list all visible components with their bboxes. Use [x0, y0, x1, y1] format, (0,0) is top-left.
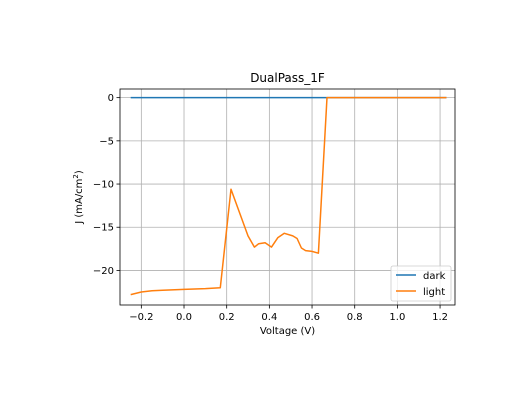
x-axis-label: Voltage (V): [260, 326, 315, 337]
y-tick-label: −15: [93, 223, 114, 234]
legend-label-light: light: [423, 287, 445, 298]
x-tick-label: 0.6: [304, 312, 320, 323]
legend: dark light: [390, 265, 452, 302]
legend-label-dark: dark: [423, 271, 446, 282]
plot-area-frame: [119, 88, 456, 306]
y-axis-label-main: J (mA/cm: [74, 179, 85, 225]
y-tick-label: 0: [108, 93, 114, 104]
x-tick-label: 1.2: [432, 312, 448, 323]
y-axis-label-superscript: 2: [72, 174, 80, 178]
series-lines: [130, 96, 447, 296]
x-tick-label: 0.4: [261, 312, 277, 323]
y-axis-label-close: ): [74, 170, 85, 174]
y-tick-label: −20: [93, 266, 114, 277]
chart-title: DualPass_1F: [250, 71, 325, 85]
x-tick-label: 1.0: [389, 312, 405, 323]
x-tick-label: −0.2: [129, 312, 153, 323]
x-tick-label: 0.0: [176, 312, 192, 323]
x-tick-label: 0.2: [219, 312, 235, 323]
series-line-light: [130, 96, 447, 296]
axis-ticks: −0.2 0.0 0.2 0.4 0.6 0.8 1.0 1.2 0 −5 −10 −15 −20: [93, 93, 448, 323]
x-tick-label: 0.8: [347, 312, 363, 323]
y-tick-label: −5: [99, 136, 114, 147]
y-tick-label: −10: [93, 180, 114, 191]
y-axis-label: J (mA/cm2): [72, 170, 85, 225]
